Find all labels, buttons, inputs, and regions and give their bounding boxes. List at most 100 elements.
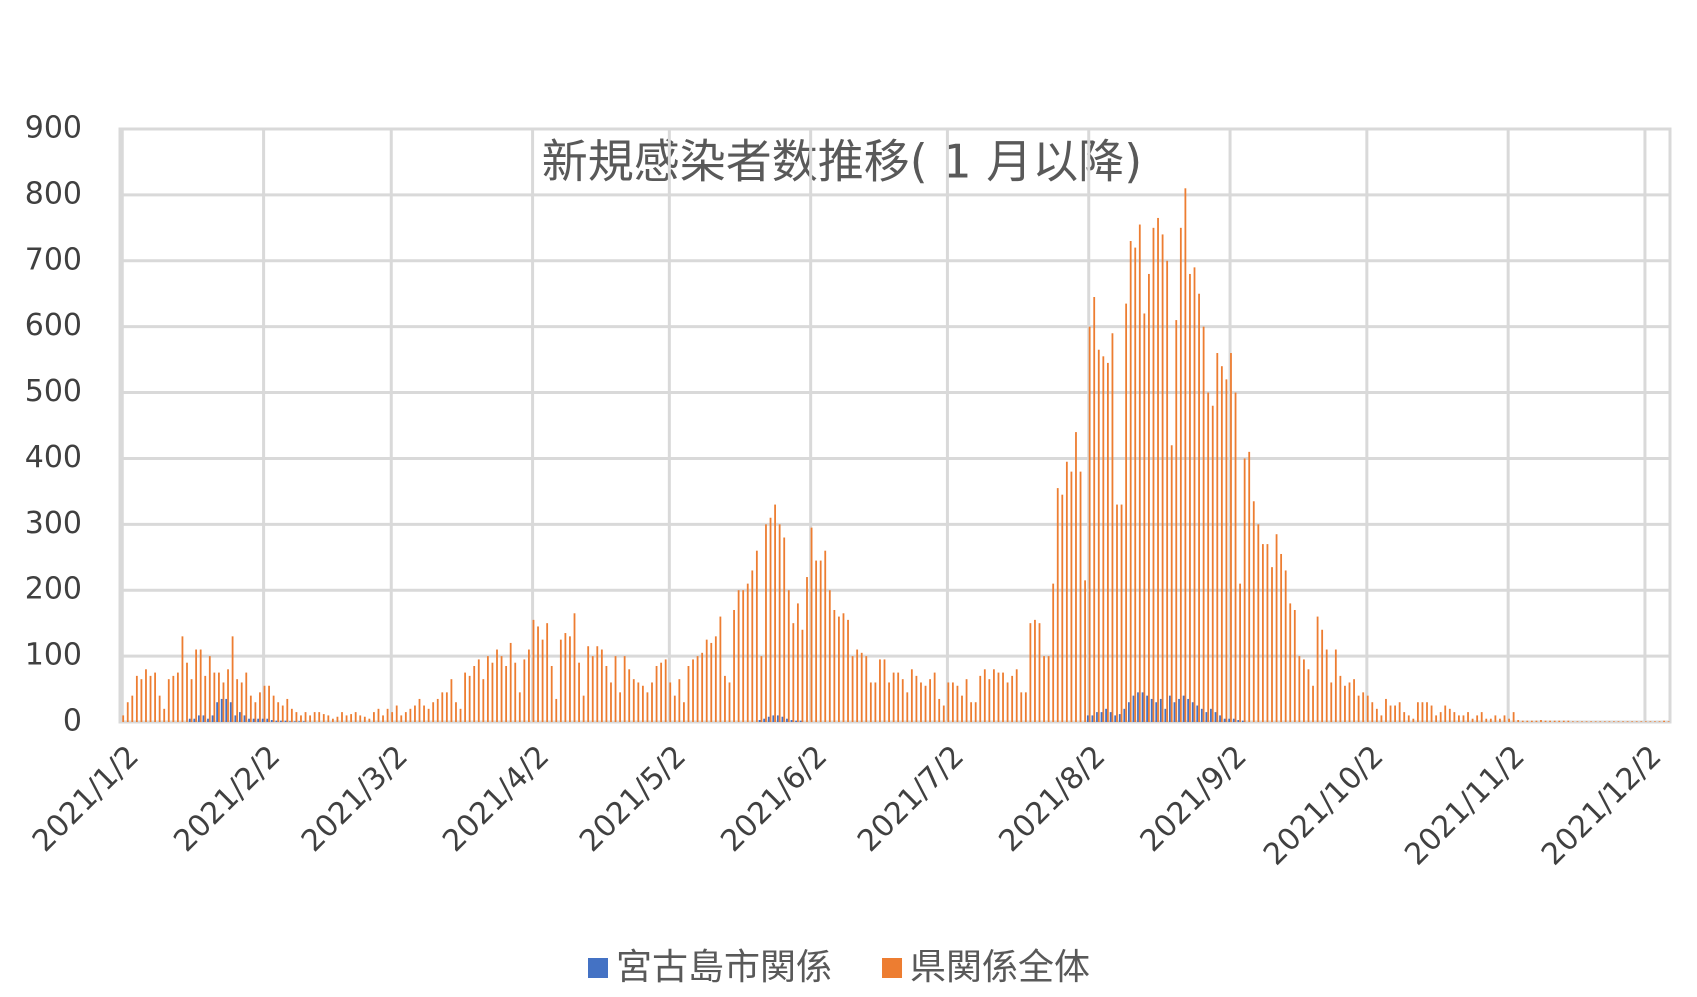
bar bbox=[1034, 619, 1036, 722]
bar bbox=[1210, 708, 1212, 722]
bar bbox=[1499, 718, 1501, 722]
bar bbox=[391, 712, 394, 722]
bar bbox=[851, 656, 854, 722]
bar bbox=[304, 712, 307, 722]
bar bbox=[1416, 702, 1419, 722]
bar bbox=[746, 583, 749, 722]
bar bbox=[1562, 720, 1565, 722]
bar bbox=[1118, 714, 1121, 722]
bar bbox=[202, 715, 205, 722]
bar bbox=[445, 692, 448, 722]
bar bbox=[1553, 720, 1556, 722]
bar bbox=[1120, 504, 1123, 722]
bar bbox=[309, 715, 311, 722]
bar bbox=[1091, 715, 1094, 722]
bar bbox=[646, 692, 649, 722]
bar bbox=[1029, 623, 1032, 722]
bar bbox=[724, 675, 726, 722]
bar bbox=[477, 659, 480, 722]
bar bbox=[974, 702, 977, 722]
bar bbox=[1654, 721, 1656, 722]
bar bbox=[257, 718, 260, 722]
bar bbox=[1146, 695, 1149, 722]
bar bbox=[1173, 702, 1176, 722]
bar bbox=[815, 560, 818, 722]
bar bbox=[1189, 273, 1191, 722]
bar bbox=[1150, 698, 1153, 722]
bar bbox=[786, 718, 788, 722]
bar bbox=[231, 636, 234, 722]
bar bbox=[1599, 721, 1602, 722]
bar bbox=[1558, 720, 1561, 722]
bar bbox=[135, 675, 138, 722]
bar bbox=[1065, 461, 1068, 722]
bar bbox=[979, 675, 982, 722]
bar bbox=[204, 675, 207, 722]
bar bbox=[1526, 720, 1529, 722]
bar bbox=[1298, 656, 1301, 722]
bar bbox=[1635, 721, 1638, 722]
bar bbox=[509, 642, 512, 722]
x-tick-label: 2021/6/2 bbox=[714, 739, 834, 859]
bar bbox=[1644, 721, 1647, 722]
bar bbox=[719, 616, 722, 722]
bar bbox=[920, 682, 922, 722]
bar bbox=[582, 695, 585, 722]
bar bbox=[270, 720, 273, 722]
bar bbox=[1603, 721, 1606, 722]
bar bbox=[1353, 679, 1355, 722]
bar bbox=[318, 712, 321, 722]
bar bbox=[1385, 698, 1387, 722]
bar bbox=[1521, 720, 1524, 722]
legend-label: 宮古島市関係 bbox=[616, 947, 832, 988]
bar bbox=[368, 718, 371, 722]
bar bbox=[883, 659, 886, 722]
bar bbox=[1132, 695, 1135, 722]
bar bbox=[1187, 698, 1190, 722]
bar bbox=[714, 636, 717, 722]
bar bbox=[1228, 718, 1231, 722]
bar bbox=[641, 685, 644, 722]
bar bbox=[842, 613, 845, 722]
bar bbox=[1567, 720, 1570, 722]
bar bbox=[263, 685, 266, 722]
bar bbox=[199, 649, 202, 722]
legend-swatch bbox=[588, 958, 608, 978]
bar bbox=[623, 656, 626, 722]
bar bbox=[1052, 583, 1055, 722]
bar bbox=[1649, 721, 1652, 722]
bar bbox=[1205, 712, 1208, 722]
bar bbox=[1540, 720, 1542, 722]
bar bbox=[1549, 720, 1551, 722]
bar bbox=[637, 682, 640, 722]
bar bbox=[248, 718, 250, 722]
bar bbox=[755, 550, 758, 722]
x-tick-label: 2021/3/2 bbox=[295, 739, 415, 859]
bar bbox=[1667, 721, 1670, 722]
bar bbox=[1114, 715, 1117, 722]
bar bbox=[1613, 721, 1615, 722]
bar bbox=[947, 682, 950, 722]
bar bbox=[1243, 458, 1246, 722]
bar bbox=[1366, 695, 1369, 722]
bar bbox=[441, 692, 444, 722]
bar bbox=[1184, 188, 1187, 723]
bar bbox=[1024, 692, 1027, 722]
bar bbox=[956, 685, 959, 722]
bar bbox=[1166, 260, 1169, 722]
bar bbox=[772, 715, 775, 722]
bar bbox=[1200, 708, 1203, 722]
bar bbox=[778, 524, 781, 722]
bar bbox=[1178, 698, 1180, 722]
bar bbox=[1476, 715, 1479, 722]
bar bbox=[1038, 623, 1041, 722]
bar bbox=[879, 659, 881, 722]
bar bbox=[272, 695, 275, 722]
bar bbox=[933, 672, 936, 722]
bar bbox=[254, 702, 257, 722]
bar bbox=[1106, 362, 1109, 722]
bar bbox=[655, 665, 658, 722]
bar bbox=[965, 679, 968, 722]
bar bbox=[1216, 353, 1219, 722]
